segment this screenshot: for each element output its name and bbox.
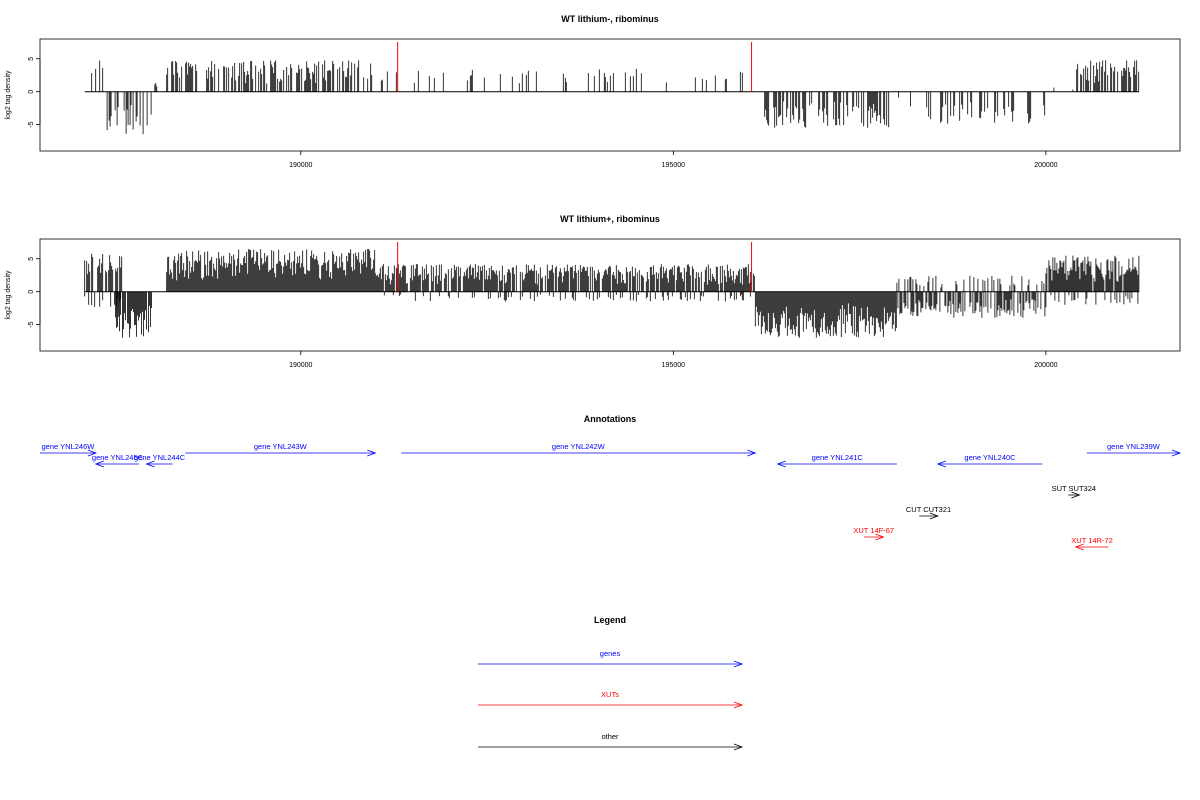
feature-arrow xyxy=(40,449,98,457)
arrow-head xyxy=(929,512,939,520)
panel-title: WT lithium+, ribominus xyxy=(560,214,660,224)
feature-label: SUT SUT324 xyxy=(1052,484,1096,493)
y-axis-label: log2 tag density xyxy=(5,70,12,120)
y-tick-label: 0 xyxy=(28,90,35,94)
arrow-head xyxy=(733,660,744,668)
position-markers xyxy=(397,42,753,92)
feature-label: gene YNL239W xyxy=(1107,442,1161,451)
feature-arrow xyxy=(864,533,885,541)
annotation-feature: XUT 14R-72 xyxy=(1071,536,1113,551)
feature-arrow xyxy=(94,460,140,468)
legend-label: genes xyxy=(600,649,621,658)
annotation-feature: gene YNL239W xyxy=(1086,442,1182,457)
arrow-head xyxy=(1074,543,1084,551)
track-panel-lithium-minus: WT lithium-, ribominus log2 tag density … xyxy=(5,14,1181,169)
y-tick-label: 0 xyxy=(28,290,35,294)
annotations-title: Annotations xyxy=(584,414,637,424)
feature-arrow xyxy=(1074,543,1109,551)
arrow-head xyxy=(367,449,377,457)
feature-label: gene YNL242W xyxy=(552,442,606,451)
legend-label: other xyxy=(601,732,619,741)
feature-label: gene YNL243W xyxy=(254,442,308,451)
legend-arrow xyxy=(478,701,744,709)
x-tick-label: 190000 xyxy=(289,162,312,169)
legend-item: XUTs xyxy=(478,690,744,709)
legend-items: genes XUTs other xyxy=(478,649,744,751)
feature-label: gene YNL240C xyxy=(964,453,1016,462)
arrow-head xyxy=(145,460,155,468)
arrow-head xyxy=(875,533,885,541)
feature-arrow xyxy=(401,449,757,457)
arrow-head xyxy=(936,460,946,468)
feature-arrow xyxy=(919,512,939,520)
annotation-feature: gene YNL245C xyxy=(92,453,144,468)
annotation-feature: gene YNL240C xyxy=(936,453,1043,468)
y-axis-label: log2 tag density xyxy=(5,270,12,320)
legend: Legend genes XUTs other xyxy=(478,615,744,751)
feature-label: XUT 14F-67 xyxy=(853,526,894,535)
annotation-feature: XUT 14F-67 xyxy=(853,526,894,541)
x-tick-label: 200000 xyxy=(1034,162,1057,169)
position-markers xyxy=(397,242,753,292)
legend-arrow xyxy=(478,660,744,668)
feature-label: gene YNL246W xyxy=(42,442,96,451)
annotation-feature: gene YNL243W xyxy=(185,442,377,457)
axes: 5 0 -5 190000 195000 200000 xyxy=(28,57,1058,169)
y-tick-label: 5 xyxy=(28,57,35,61)
track-panel-lithium-plus: WT lithium+, ribominus log2 tag density … xyxy=(5,214,1181,369)
annotation-feature: gene YNL246W xyxy=(40,442,98,457)
legend-arrow xyxy=(478,743,744,751)
arrow-head xyxy=(1171,449,1182,457)
feature-arrow xyxy=(145,460,173,468)
panel-title: WT lithium-, ribominus xyxy=(561,14,659,24)
coverage-bars xyxy=(84,60,1140,135)
axes: 5 0 -5 190000 195000 200000 xyxy=(28,257,1058,369)
feature-label: gene YNL241C xyxy=(812,453,864,462)
feature-label: CUT CUT321 xyxy=(906,505,951,514)
y-tick-label: -5 xyxy=(28,321,35,327)
annotation-feature: CUT CUT321 xyxy=(906,505,951,520)
feature-arrow xyxy=(1086,449,1182,457)
legend-label: XUTs xyxy=(601,690,619,699)
feature-label: gene YNL245C xyxy=(92,453,144,462)
annotation-feature: gene YNL244C xyxy=(134,453,186,468)
legend-item: genes xyxy=(478,649,744,668)
feature-label: gene YNL244C xyxy=(134,453,186,462)
arrow-head xyxy=(776,460,786,468)
arrow-head xyxy=(733,701,744,709)
feature-arrow xyxy=(936,460,1043,468)
feature-arrow xyxy=(776,460,897,468)
y-tick-label: -5 xyxy=(28,121,35,127)
coverage-bars xyxy=(84,249,1140,338)
y-tick-label: 5 xyxy=(28,257,35,261)
arrow-head xyxy=(87,449,98,457)
annotation-feature: gene YNL241C xyxy=(776,453,897,468)
legend-title: Legend xyxy=(594,615,626,625)
x-tick-label: 195000 xyxy=(662,362,685,369)
x-tick-label: 195000 xyxy=(662,162,685,169)
x-tick-label: 190000 xyxy=(289,362,312,369)
legend-item: other xyxy=(478,732,744,751)
feature-arrow xyxy=(1068,491,1081,499)
annotation-feature: gene YNL242W xyxy=(401,442,757,457)
arrow-head xyxy=(94,460,105,468)
arrow-head xyxy=(733,743,744,751)
annotation-feature: SUT SUT324 xyxy=(1052,484,1096,499)
feature-label: XUT 14R-72 xyxy=(1071,536,1113,545)
arrow-head xyxy=(1071,491,1081,499)
feature-arrow xyxy=(185,449,377,457)
x-tick-label: 200000 xyxy=(1034,362,1057,369)
arrow-head xyxy=(747,449,757,457)
